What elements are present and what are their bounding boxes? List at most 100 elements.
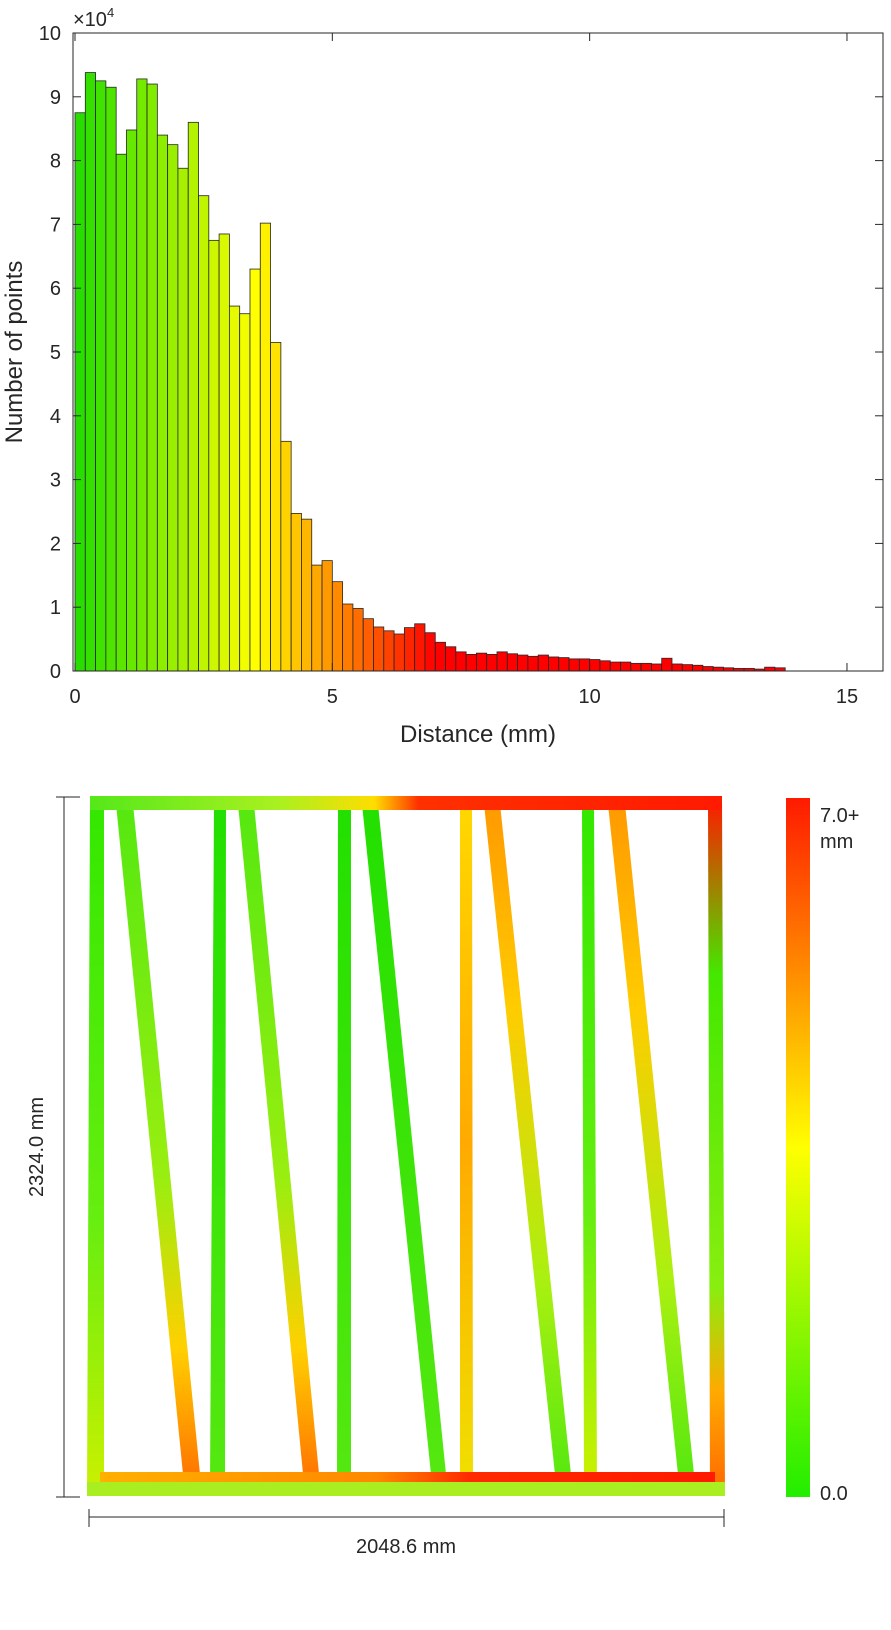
colorbar: 7.0+ mm 0.0 — [786, 798, 859, 1505]
histogram-bar — [321, 560, 333, 672]
frame-structure — [87, 796, 725, 1496]
histogram-bar — [95, 80, 107, 672]
histogram-bar — [342, 603, 354, 672]
y-tick-label: 5 — [50, 342, 61, 364]
y-tick-label: 2 — [50, 533, 61, 555]
y-tick-label: 4 — [50, 406, 61, 428]
brace-3 — [362, 804, 447, 1484]
histogram-bar — [177, 167, 189, 672]
histogram-bar — [259, 222, 271, 672]
y-axis-label: Number of points — [1, 261, 28, 444]
histogram-bar — [280, 440, 292, 672]
histogram-bar — [578, 658, 591, 672]
width-label: 2048.6 mm — [356, 1536, 456, 1558]
top-beam — [90, 796, 722, 810]
stud-2 — [337, 804, 351, 1484]
colorbar-max-label: 7.0+ — [820, 805, 859, 827]
histogram-bar — [537, 654, 549, 672]
histogram-bar — [239, 313, 251, 672]
histogram-bar — [208, 239, 220, 672]
histogram-bar — [455, 651, 467, 672]
histogram-bar — [661, 657, 673, 672]
histogram-bar — [764, 666, 776, 672]
x-tick-label: 5 — [327, 686, 338, 708]
histogram-bar — [249, 268, 261, 672]
y-tick-label: 8 — [50, 151, 61, 173]
histogram-bar — [651, 663, 663, 672]
y-tick-label: 7 — [50, 214, 61, 236]
x-tick-label: 0 — [69, 686, 80, 708]
histogram-bar — [156, 134, 169, 672]
y-tick-label: 10 — [39, 23, 61, 45]
histogram-bar — [630, 662, 642, 672]
histogram-bar — [671, 663, 683, 672]
plot-frame — [72, 32, 884, 672]
colorbar-min-label: 0.0 — [820, 1483, 848, 1505]
histogram-bar — [146, 83, 158, 672]
histogram-bar — [270, 342, 282, 672]
histogram-bar — [373, 626, 385, 672]
histogram-bar — [383, 630, 395, 672]
histogram-bar — [187, 121, 199, 672]
histogram-bar — [74, 112, 86, 672]
brace-1 — [116, 804, 201, 1484]
x-tick-label: 10 — [579, 686, 601, 708]
brace-2 — [238, 804, 320, 1484]
histogram-bar — [702, 666, 714, 672]
histogram-bar — [290, 513, 302, 672]
histogram-bar — [465, 654, 477, 672]
histogram-bar — [506, 653, 518, 672]
stud-3 — [460, 804, 473, 1484]
histogram-bar — [198, 195, 210, 672]
histogram-bar — [301, 518, 313, 672]
histogram-bar — [517, 654, 529, 672]
histogram-bar — [136, 78, 148, 672]
histogram-bar — [599, 660, 611, 672]
histogram-bar — [126, 129, 138, 672]
histogram-bar — [640, 662, 652, 672]
histogram-bar — [548, 656, 560, 672]
histogram-bar — [424, 632, 436, 672]
histogram-bar — [362, 618, 374, 672]
histogram-bar — [486, 654, 498, 672]
histogram-bar — [403, 627, 416, 672]
stud-4 — [582, 804, 597, 1484]
histogram-bar — [167, 144, 179, 672]
x-axis-label: Distance (mm) — [400, 721, 556, 748]
histogram-bar — [620, 661, 632, 672]
y-tick-label: 6 — [50, 278, 61, 300]
histogram-bar — [115, 153, 127, 672]
stud-1 — [210, 804, 226, 1484]
histogram-bar — [681, 664, 693, 672]
bottom-beam — [87, 1482, 725, 1496]
histogram-bar — [496, 651, 508, 672]
histogram-bar — [331, 581, 344, 672]
x-tick-label: 15 — [836, 686, 858, 708]
left-post — [87, 800, 104, 1496]
histogram-chart: 0 1 2 3 4 5 6 7 8 9 10 0 5 10 15 ×104 Distance (mm) N… — [1, 5, 884, 748]
histogram-bar — [311, 564, 323, 672]
right-post — [708, 800, 725, 1496]
histogram-bar — [393, 633, 405, 672]
histogram-bar — [352, 608, 364, 672]
histogram-bar — [105, 86, 117, 672]
bottom-beam-top-layer — [100, 1472, 715, 1482]
histogram-bar — [228, 305, 241, 672]
distance-map: 2324.0 mm 2048.6 mm 7.0+ mm 0.0 — [26, 796, 859, 1558]
y-tick-label: 9 — [50, 87, 61, 109]
y-tick-label: 3 — [50, 470, 61, 492]
height-dimension: 2324.0 mm — [26, 796, 80, 1498]
brace-5 — [608, 804, 695, 1484]
y-multiplier: ×104 — [73, 5, 114, 31]
histogram-bar — [692, 664, 704, 672]
height-label: 2324.0 mm — [26, 1097, 48, 1197]
histogram-bar — [218, 233, 230, 672]
y-tick-label: 0 — [50, 661, 61, 683]
histogram-bar — [527, 655, 539, 672]
x-axis-ticks: 0 5 10 15 — [69, 33, 858, 708]
histogram-bar — [476, 652, 488, 672]
histogram-bar — [609, 661, 621, 672]
y-tick-label: 1 — [50, 597, 61, 619]
histogram-bar — [558, 657, 570, 672]
histogram-bar — [414, 623, 426, 672]
